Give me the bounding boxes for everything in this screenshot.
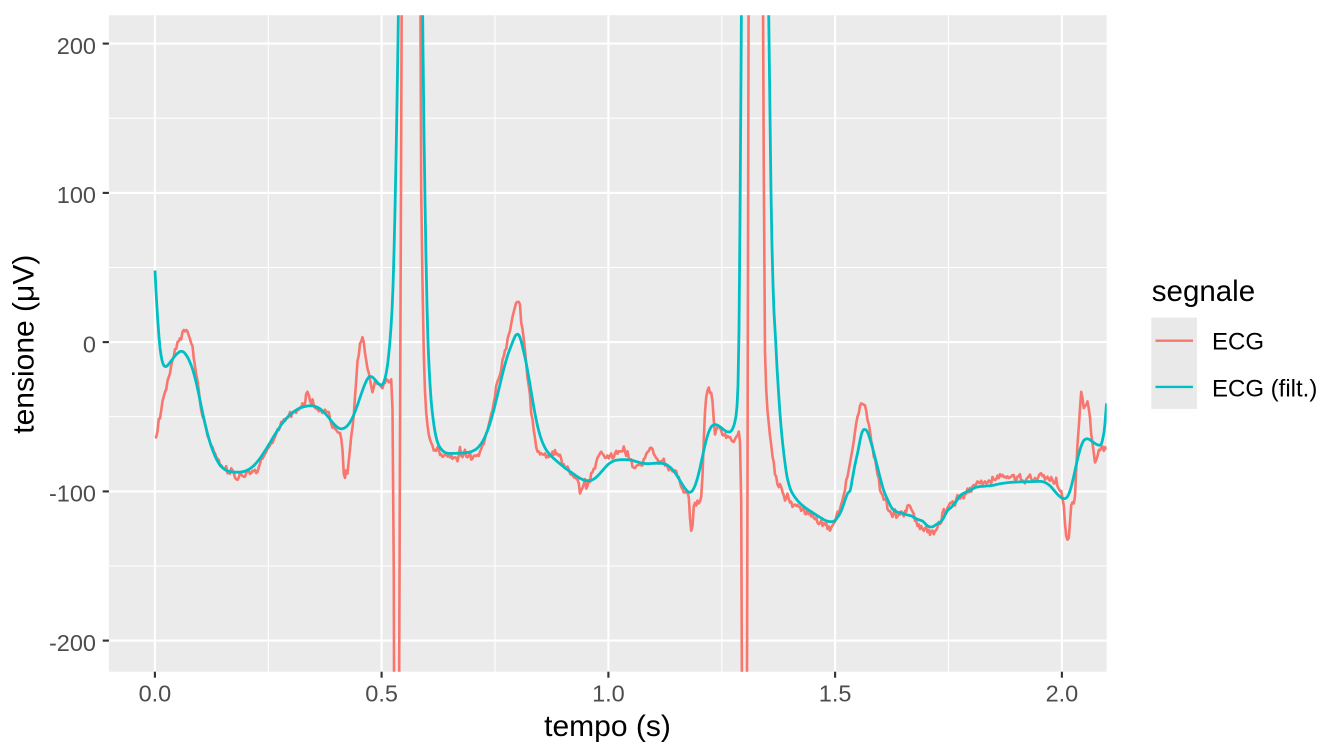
svg-text:0.5: 0.5 [365,681,398,707]
svg-text:1.0: 1.0 [592,681,625,707]
svg-text:ECG (filt.): ECG (filt.) [1212,376,1317,403]
svg-text:-100: -100 [49,481,96,507]
svg-text:0.0: 0.0 [139,681,172,707]
svg-text:segnale: segnale [1152,275,1255,308]
svg-text:ECG: ECG [1212,328,1264,355]
svg-text:tensione (μV): tensione (μV) [7,255,40,434]
svg-text:2.0: 2.0 [1046,681,1079,707]
svg-text:-200: -200 [49,630,96,656]
svg-text:200: 200 [57,33,96,59]
svg-text:100: 100 [57,182,96,208]
svg-text:tempo (s): tempo (s) [544,710,671,743]
svg-text:0: 0 [83,331,96,357]
svg-text:1.5: 1.5 [819,681,852,707]
